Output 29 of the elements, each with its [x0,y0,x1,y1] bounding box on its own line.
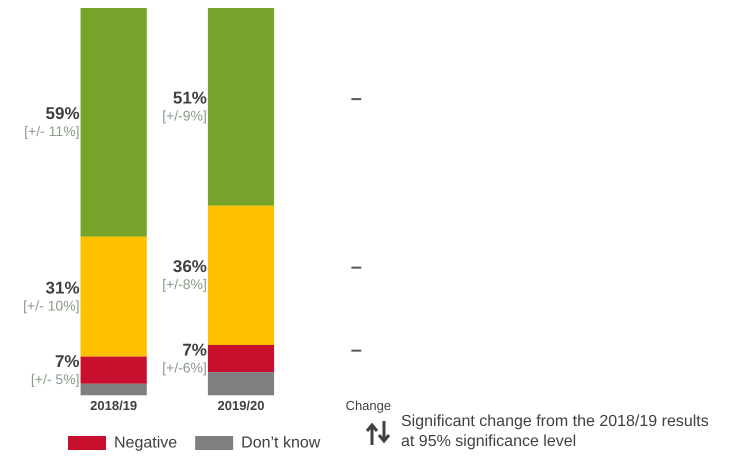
annotation: [+/-8%] [162,276,207,292]
x-tick-label: 2019/20 [218,398,264,413]
annotation: [+/- 11%] [24,123,80,140]
annotation: 31% [46,278,80,298]
annotation: 7% [182,340,207,360]
annotation: 59% [46,104,80,123]
legend-label: Negative [114,434,178,452]
text: Significant change from the 2018/19 results at 95% significance level [401,412,710,452]
annotation: [+/-6%] [162,359,207,376]
annotation: [+/-9%] [162,108,207,124]
annotation: 36% [172,256,207,276]
annotation: – [350,256,362,278]
bar [208,345,274,372]
bar [80,236,147,357]
annotation: [+/- 10%] [23,297,80,314]
annotation: [+/- 5%] [30,371,80,388]
bar [80,8,147,237]
annotation: 7% [54,352,80,371]
x-tick-label: Change [346,398,392,413]
bar [208,206,274,346]
bar [208,372,274,396]
bar [80,384,147,396]
annotation: – [350,87,362,110]
legend-label: Don’t know [241,434,321,452]
bar [80,356,147,384]
bar [208,8,274,206]
x-tick-label: 2018/19 [90,398,138,413]
annotation: – [350,339,362,362]
annotation: 51% [172,88,207,108]
